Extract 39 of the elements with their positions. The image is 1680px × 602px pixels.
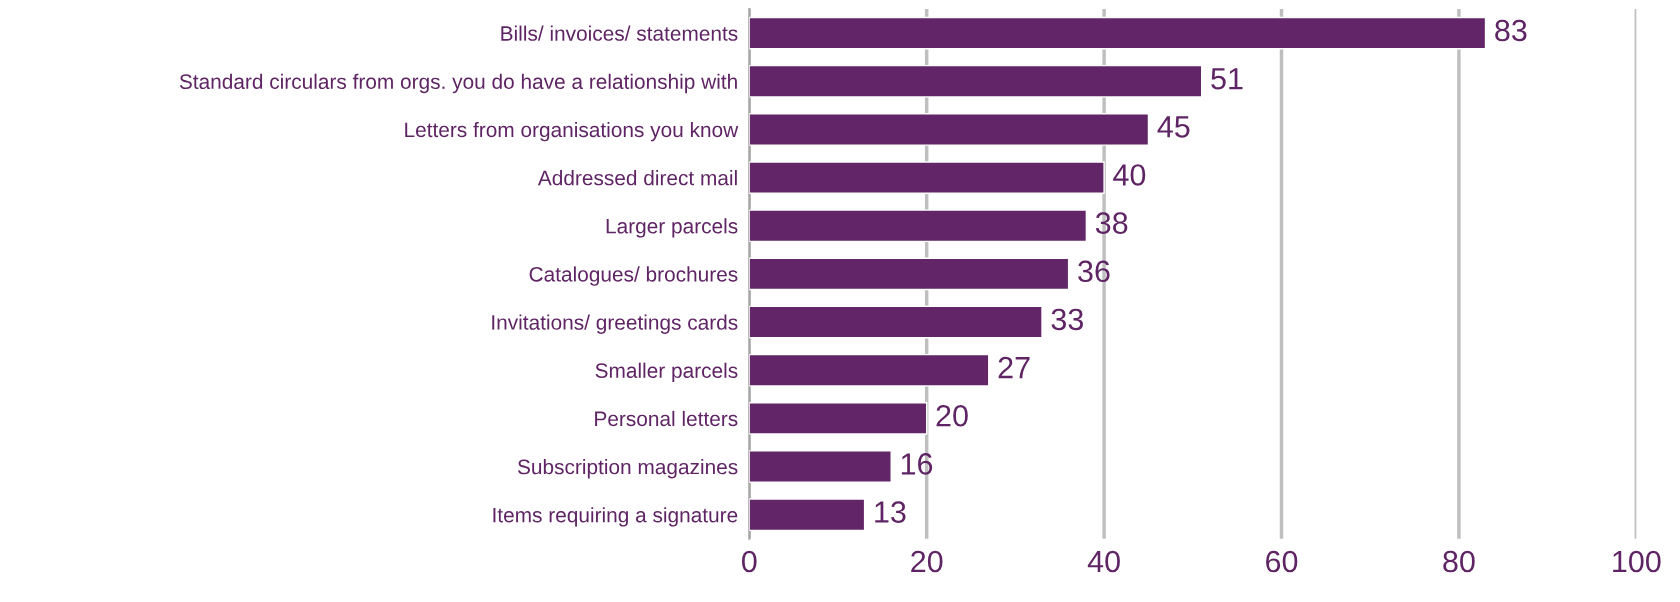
bar [749,257,1070,291]
bar [749,353,990,387]
data-label: 16 [901,453,933,475]
x-tick-label: 100 [1613,550,1661,573]
x-tick-label: 40 [1087,550,1120,573]
data-label: 51 [1211,68,1243,90]
data-label: 33 [1051,308,1083,331]
y-tick-label: Larger parcels [606,218,738,238]
x-tick-label: 0 [741,550,757,573]
data-label: 40 [1113,164,1146,186]
bar [749,305,1043,339]
y-tick-label: Standard circulars from orgs. you do have a relationship with [179,73,737,94]
bar [749,113,1150,146]
data-label: 36 [1078,260,1110,283]
y-tick-label: Catalogues/ brochures [529,266,738,286]
bar [749,498,866,532]
bar [749,402,928,435]
bar [749,450,892,483]
y-tick-label: Items requiring a signature [493,507,738,527]
y-tick-label: Personal letters [595,410,738,427]
y-tick-label: Bills/ invoices/ statements [501,25,738,41]
x-tick-label: 20 [911,550,943,573]
data-label: 83 [1495,19,1527,42]
x-tick-label: 80 [1443,550,1475,573]
y-tick-label: Subscription magazines [517,459,738,479]
y-tick-label: Letters from organisations you know [405,121,739,142]
y-tick-label: Smaller parcels [595,362,738,383]
data-label: 27 [998,356,1030,379]
bar [749,161,1105,194]
data-label: 38 [1095,212,1128,234]
y-tick-label: Invitations/ greetings cards [492,314,738,334]
bar [749,64,1203,98]
y-tick-label: Addressed direct mail [537,170,737,186]
data-label: 13 [875,501,906,523]
data-label: 45 [1157,116,1190,138]
bar [749,16,1487,50]
x-tick-label: 60 [1266,550,1298,573]
bar [749,209,1088,243]
data-label: 20 [936,404,968,427]
